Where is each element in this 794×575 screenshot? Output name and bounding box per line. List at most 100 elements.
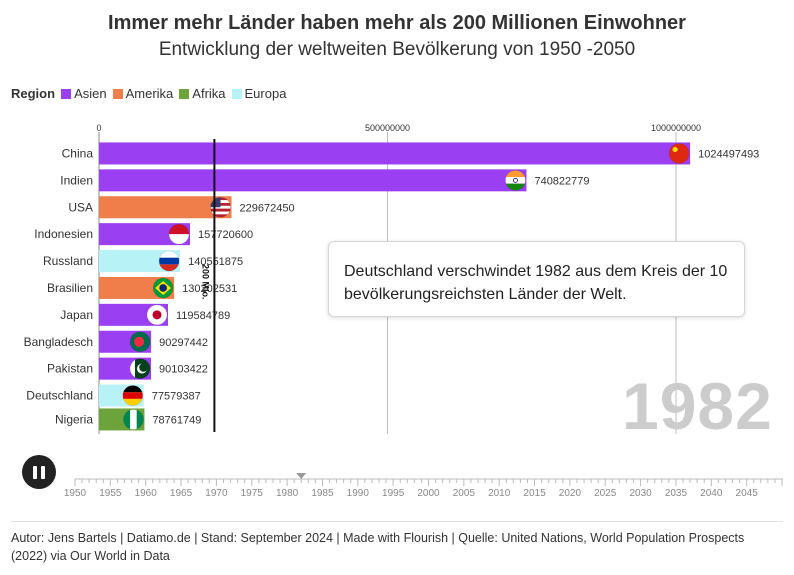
play-pause-button[interactable] (22, 455, 56, 489)
value-label: 90297442 (159, 337, 208, 349)
pause-icon (33, 465, 37, 479)
legend-item-afrika[interactable]: Afrika (179, 86, 226, 101)
value-label: 78761749 (152, 414, 201, 426)
value-label: 229672450 (240, 202, 295, 214)
flag-part (505, 183, 526, 191)
pause-icon-bar (41, 465, 45, 479)
flag-part (122, 392, 143, 399)
legend-label: Asien (74, 86, 107, 101)
flag-india-icon (505, 170, 526, 191)
legend-label: Amerika (125, 86, 174, 101)
legend-item-asien[interactable]: Asien (61, 86, 107, 101)
flag-part (159, 264, 180, 272)
flag-brazil-icon (153, 277, 174, 298)
bar (99, 169, 527, 192)
flag-outline (210, 196, 231, 218)
bar (99, 142, 691, 165)
timeline-label: 2015 (523, 488, 546, 499)
flag-part (210, 211, 231, 215)
timeline-label: 1960 (135, 488, 158, 499)
timeline-label: 1965 (170, 488, 193, 499)
timeline-slider[interactable]: 1950 1955 1960 1965 1970 1975 1980 1985 1990 1995… (0, 465, 794, 501)
bar-group: Japan 119584789 (60, 303, 230, 326)
annotation-box: Deutschland verschwindet 1982 aus dem Kr… (328, 241, 745, 317)
flag-russia-icon (159, 251, 180, 272)
category-label: Nigeria (55, 412, 93, 426)
chart-subtitle: Entwicklung der weltweiten Bevölkerung v… (158, 39, 636, 60)
legend-swatch (231, 88, 242, 99)
timeline-label: 1955 (99, 488, 122, 499)
flag-indonesia-icon (169, 224, 190, 245)
flag-part (159, 257, 180, 265)
chart-title: Immer mehr Länder haben mehr als 200 Mil… (108, 12, 686, 34)
bar-group: China 1024497493 (62, 142, 759, 165)
footer-divider (11, 521, 783, 522)
timeline-label: 2005 (453, 488, 476, 499)
category-label: Russland (43, 254, 93, 268)
year-label: 1982 (622, 369, 773, 443)
category-label: Brasilien (47, 281, 93, 295)
legend-title: Region (11, 86, 56, 101)
legend-item-europa[interactable]: Europa (231, 86, 286, 101)
legend: Region Asien Amerika Afrika Europa (11, 86, 292, 101)
flag-part (169, 224, 190, 235)
bar-group: USA 229672450 (68, 196, 295, 219)
value-label: 157720600 (198, 229, 253, 241)
timeline-label: 2030 (629, 488, 652, 499)
flag-part (210, 208, 231, 212)
flag-part (130, 409, 137, 430)
x-tick-label: 500000000 (365, 123, 410, 133)
flag-outline (123, 409, 144, 430)
flag-outline (158, 250, 180, 272)
flag-part (159, 284, 167, 292)
flag-outline (122, 385, 144, 406)
bar-group: Russland 140551875 (43, 250, 243, 273)
bar (99, 223, 191, 246)
value-label: 130202531 (182, 283, 237, 295)
x-tick-label: 0 (96, 123, 101, 133)
flag-outline (129, 358, 151, 379)
timeline-label: 2035 (665, 488, 688, 499)
legend-item-amerika[interactable]: Amerika (112, 86, 174, 101)
value-label: 119584789 (176, 310, 230, 322)
legend-label: Afrika (192, 86, 226, 101)
flag-outline (152, 277, 174, 299)
flag-part (505, 170, 526, 178)
timeline-label: 2040 (700, 488, 723, 499)
bar-group: Brasilien 130202531 (47, 276, 237, 299)
bar-group: Indien 740822779 (60, 169, 590, 192)
value-label: 1024497493 (698, 148, 759, 160)
flag-part (210, 214, 231, 218)
category-label: USA (68, 200, 93, 214)
flag-usa-icon (210, 197, 231, 218)
legend-swatch (61, 88, 72, 99)
category-label: Indonesien (34, 227, 93, 241)
value-label: 90103422 (159, 364, 208, 376)
bar-group: Pakistan 90103422 (47, 357, 208, 380)
bar-group: Bangladesch 90297442 (24, 330, 208, 353)
flag-outline (668, 143, 690, 164)
legend-swatch (112, 88, 123, 99)
flag-outline (146, 304, 168, 326)
value-label: 77579387 (152, 391, 201, 403)
flag-part (169, 234, 190, 245)
flag-part (505, 177, 526, 184)
legend-swatch (179, 88, 190, 99)
flag-part (513, 177, 518, 183)
category-label: Pakistan (47, 362, 93, 376)
timeline-label: 1990 (347, 488, 370, 499)
flag-outline (505, 170, 526, 191)
category-label: China (62, 146, 94, 160)
flag-bangladesh-icon (130, 331, 151, 352)
value-label: 740822779 (534, 175, 589, 187)
flag-part (159, 251, 180, 258)
timeline-label: 1950 (64, 488, 87, 499)
timeline-handle[interactable] (296, 473, 307, 479)
timeline-label: 1995 (382, 488, 405, 499)
flag-part (152, 310, 162, 320)
timeline-label: 2000 (417, 488, 440, 499)
x-tick-label: 1000000000 (651, 123, 701, 133)
reference-line-label: 200 Mio. (200, 264, 210, 300)
flag-part (210, 197, 221, 208)
footer-credits: Autor: Jens Bartels | Datiamo.de | Stand… (11, 531, 745, 563)
